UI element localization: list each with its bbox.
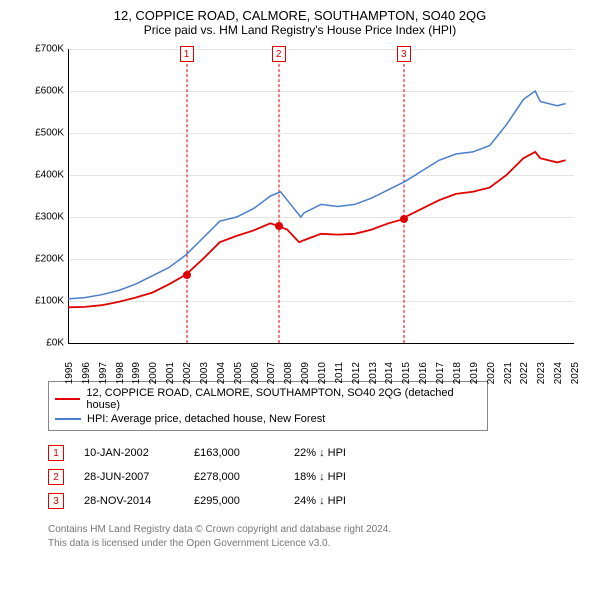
y-tick-label: £200K bbox=[20, 254, 64, 265]
legend-item: 12, COPPICE ROAD, CALMORE, SOUTHAMPTON, … bbox=[55, 386, 481, 412]
sale-row: 2 28-JUN-2007 £278,000 18% ↓ HPI bbox=[48, 465, 590, 489]
x-tick-label: 2015 bbox=[401, 362, 412, 384]
price-chart: 123 £0K£100K£200K£300K£400K£500K£600K£70… bbox=[20, 43, 580, 373]
x-tick-label: 2022 bbox=[519, 362, 530, 384]
footnote: Contains HM Land Registry data © Crown c… bbox=[48, 523, 590, 550]
x-tick-label: 1999 bbox=[131, 362, 142, 384]
y-tick-label: £500K bbox=[20, 128, 64, 139]
sale-row-diff: 24% ↓ HPI bbox=[294, 495, 346, 507]
x-tick-label: 2012 bbox=[351, 362, 362, 384]
x-tick-label: 2023 bbox=[536, 362, 547, 384]
x-tick-label: 2000 bbox=[148, 362, 159, 384]
x-tick-label: 2019 bbox=[469, 362, 480, 384]
sale-row-badge: 1 bbox=[48, 445, 64, 461]
sale-row-price: £295,000 bbox=[194, 495, 274, 507]
sale-row: 3 28-NOV-2014 £295,000 24% ↓ HPI bbox=[48, 489, 590, 513]
legend-swatch bbox=[55, 398, 80, 400]
x-tick-label: 1996 bbox=[81, 362, 92, 384]
y-tick-label: £100K bbox=[20, 296, 64, 307]
x-tick-label: 2008 bbox=[283, 362, 294, 384]
page-subtitle: Price paid vs. HM Land Registry's House … bbox=[10, 23, 590, 37]
sale-row-date: 10-JAN-2002 bbox=[84, 447, 174, 459]
x-tick-label: 2017 bbox=[435, 362, 446, 384]
legend: 12, COPPICE ROAD, CALMORE, SOUTHAMPTON, … bbox=[48, 381, 488, 431]
x-tick-label: 2021 bbox=[503, 362, 514, 384]
x-tick-label: 2013 bbox=[368, 362, 379, 384]
x-tick-label: 2007 bbox=[266, 362, 277, 384]
footnote-line: This data is licensed under the Open Gov… bbox=[48, 537, 590, 551]
x-tick-label: 2024 bbox=[553, 362, 564, 384]
x-tick-label: 2004 bbox=[216, 362, 227, 384]
x-tick-label: 2016 bbox=[418, 362, 429, 384]
y-tick-label: £600K bbox=[20, 86, 64, 97]
sale-dot bbox=[183, 271, 191, 279]
x-tick-label: 2014 bbox=[384, 362, 395, 384]
legend-item: HPI: Average price, detached house, New … bbox=[55, 412, 481, 426]
legend-label: 12, COPPICE ROAD, CALMORE, SOUTHAMPTON, … bbox=[86, 387, 481, 411]
x-tick-label: 2011 bbox=[334, 362, 345, 384]
footnote-line: Contains HM Land Registry data © Crown c… bbox=[48, 523, 590, 537]
sale-markers-table: 1 10-JAN-2002 £163,000 22% ↓ HPI 2 28-JUN-200… bbox=[48, 441, 590, 513]
x-tick-label: 2010 bbox=[317, 362, 328, 384]
x-tick-label: 2001 bbox=[165, 362, 176, 384]
x-tick-label: 2002 bbox=[182, 362, 193, 384]
x-tick-label: 2020 bbox=[486, 362, 497, 384]
x-tick-label: 2006 bbox=[250, 362, 261, 384]
x-tick-label: 1997 bbox=[98, 362, 109, 384]
y-tick-label: £400K bbox=[20, 170, 64, 181]
x-tick-label: 2009 bbox=[300, 362, 311, 384]
sale-row-date: 28-NOV-2014 bbox=[84, 495, 174, 507]
sale-row-badge: 2 bbox=[48, 469, 64, 485]
y-tick-label: £300K bbox=[20, 212, 64, 223]
x-tick-label: 2003 bbox=[199, 362, 210, 384]
series-line bbox=[68, 91, 566, 299]
page-title: 12, COPPICE ROAD, CALMORE, SOUTHAMPTON, … bbox=[10, 8, 590, 23]
y-tick-label: £0K bbox=[20, 338, 64, 349]
sale-row-price: £278,000 bbox=[194, 471, 274, 483]
x-tick-label: 2018 bbox=[452, 362, 463, 384]
sale-row-price: £163,000 bbox=[194, 447, 274, 459]
sale-row-diff: 22% ↓ HPI bbox=[294, 447, 346, 459]
sale-dot bbox=[400, 215, 408, 223]
sale-dot bbox=[275, 222, 283, 230]
legend-swatch bbox=[55, 418, 81, 420]
sale-row-date: 28-JUN-2007 bbox=[84, 471, 174, 483]
x-tick-label: 2025 bbox=[570, 362, 581, 384]
sale-row: 1 10-JAN-2002 £163,000 22% ↓ HPI bbox=[48, 441, 590, 465]
legend-label: HPI: Average price, detached house, New … bbox=[87, 413, 325, 425]
x-tick-label: 2005 bbox=[233, 362, 244, 384]
chart-lines bbox=[68, 49, 574, 343]
sale-row-badge: 3 bbox=[48, 493, 64, 509]
x-tick-label: 1998 bbox=[115, 362, 126, 384]
x-axis bbox=[68, 343, 574, 344]
series-line bbox=[68, 152, 566, 307]
y-tick-label: £700K bbox=[20, 44, 64, 55]
sale-row-diff: 18% ↓ HPI bbox=[294, 471, 346, 483]
x-tick-label: 1995 bbox=[64, 362, 75, 384]
